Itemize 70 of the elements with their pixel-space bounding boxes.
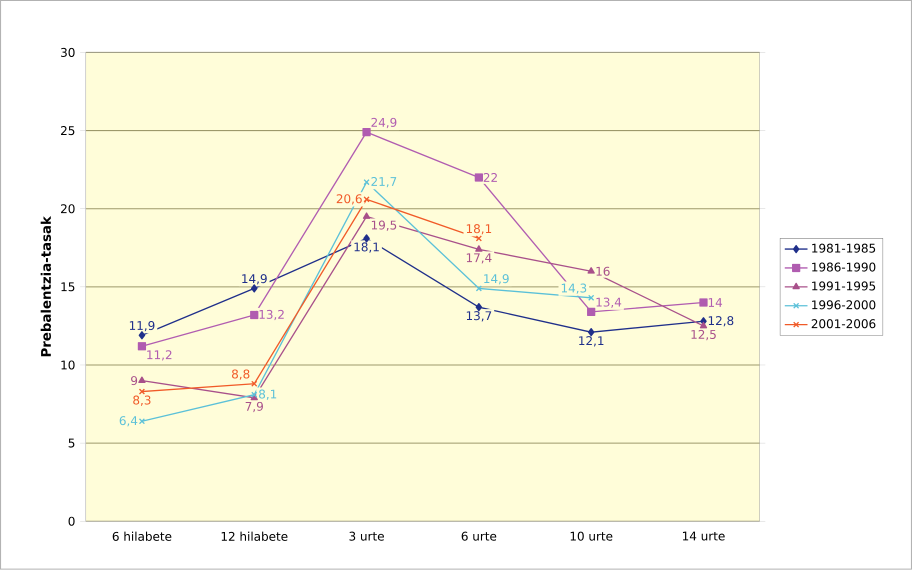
y-tick-label: 15 — [61, 282, 74, 292]
x-tick-label: 6 hilabete — [112, 532, 172, 542]
data-label: 13,7 — [466, 311, 492, 322]
data-label: 17,4 — [466, 253, 492, 264]
data-label: 24,9 — [371, 118, 396, 128]
point — [476, 285, 482, 292]
data-label: 8,3 — [133, 396, 150, 406]
point — [362, 212, 370, 220]
point — [588, 294, 594, 302]
legend-label: 1981-1985 — [812, 244, 876, 253]
point — [138, 331, 146, 340]
data-label: 6,4 — [120, 416, 138, 427]
point — [251, 392, 258, 398]
y-axis-title: Prebalentzia-tasak — [40, 216, 51, 356]
data-label: 14,3 — [562, 284, 586, 294]
y-tick-label: 20 — [61, 204, 75, 214]
data-label: 12,5 — [691, 330, 716, 340]
data-label: 21,7 — [371, 177, 396, 188]
data-label: 18,1 — [354, 242, 379, 253]
point — [363, 196, 370, 203]
y-tick-label: 5 — [68, 438, 74, 448]
point — [476, 235, 482, 242]
point — [474, 173, 483, 182]
data-label: 16 — [596, 266, 610, 276]
data-label: 12,1 — [579, 336, 604, 347]
data-label: 13,2 — [260, 310, 284, 320]
point — [250, 284, 258, 293]
data-label: 14 — [708, 298, 722, 307]
point — [363, 179, 370, 186]
point — [138, 388, 146, 395]
x-tick-label: 3 urte — [349, 532, 384, 541]
x-tick-label: 12 hilabete — [222, 532, 288, 542]
point — [138, 376, 146, 384]
data-label: 11,2 — [147, 350, 172, 361]
data-label: 7,9 — [246, 402, 263, 412]
point — [587, 308, 596, 316]
point — [699, 298, 708, 307]
y-tick-label: 10 — [61, 360, 75, 370]
point — [251, 380, 258, 387]
data-label: 12,8 — [708, 316, 734, 327]
x-tick-label: 14 urte — [682, 532, 725, 541]
data-label: 8,1 — [259, 390, 276, 400]
data-label: 11,9 — [130, 321, 154, 332]
point — [588, 267, 595, 274]
point — [588, 328, 594, 336]
x-tick-label: 10 urte — [570, 532, 612, 541]
legend-label: 1996-2000 — [812, 300, 876, 310]
point — [138, 342, 146, 350]
y-tick-label: 30 — [61, 48, 75, 58]
y-tick-label: 0 — [68, 516, 75, 526]
point — [362, 128, 371, 136]
data-label: 13,4 — [596, 298, 622, 308]
data-label: 9 — [131, 376, 138, 386]
data-label: 18,1 — [466, 224, 492, 235]
data-label: 22 — [484, 173, 497, 182]
legend-label: 1986-1990 — [812, 262, 876, 272]
data-label: 20,6 — [336, 194, 362, 205]
point — [476, 303, 482, 312]
legend-label: 1991-1995 — [812, 282, 876, 291]
point — [475, 245, 483, 252]
point — [700, 322, 708, 328]
y-tick-label: 25 — [61, 126, 74, 136]
data-label: 14,9 — [242, 274, 267, 285]
x-tick-label: 6 urte — [462, 532, 496, 541]
data-label: 14,9 — [484, 274, 509, 285]
data-label: 19,5 — [372, 220, 396, 231]
point — [250, 310, 258, 320]
data-label: 8,8 — [232, 370, 250, 380]
point — [138, 418, 146, 424]
legend-label: 2001-2006 — [812, 319, 876, 328]
